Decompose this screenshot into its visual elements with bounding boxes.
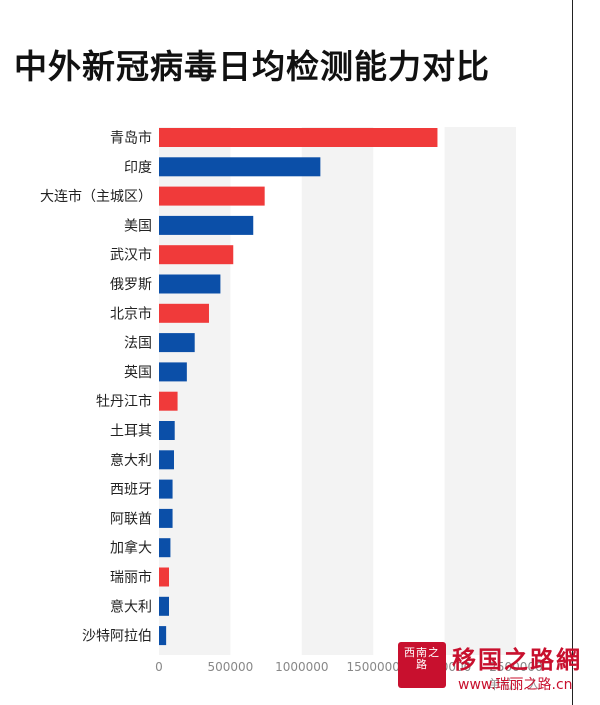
bar: [159, 450, 174, 470]
category-label: 意大利: [110, 452, 152, 469]
category-label: 沙特阿拉伯: [82, 629, 152, 645]
grid-band: [444, 127, 516, 655]
category-label: 加拿大: [110, 540, 152, 557]
category-label: 牡丹江市: [96, 393, 152, 410]
category-label: 土耳其: [110, 424, 152, 440]
category-label: 大连市（主城区）: [40, 188, 152, 205]
bar: [159, 215, 254, 235]
category-label: 印度: [124, 160, 152, 176]
bar: [159, 567, 169, 587]
category-label: 意大利: [110, 598, 152, 615]
bar: [159, 333, 195, 353]
bar: [159, 508, 173, 528]
x-tick-label: 500000: [207, 660, 253, 674]
category-label: 青岛市: [110, 130, 152, 147]
bar: [159, 538, 171, 558]
x-tick-label: 0: [155, 660, 163, 674]
category-label: 俄罗斯: [110, 277, 152, 293]
grid-band: [301, 127, 374, 655]
category-label: 阿联酋: [110, 510, 152, 527]
category-label: 瑞丽市: [110, 569, 152, 586]
page-edge-line: [572, 0, 573, 705]
bar: [159, 479, 173, 499]
bar: [159, 362, 187, 382]
category-label: 法国: [124, 336, 152, 352]
watermark-logo: 西南之路 移国之路網 www.瑞丽之路.cn: [398, 636, 598, 696]
x-tick-label: 1000000: [275, 660, 328, 674]
bar: [159, 128, 438, 147]
brand-name: 移国之路網: [452, 645, 582, 674]
seal-stamp: 西南之路: [398, 642, 446, 688]
chart-title: 中外新冠病毒日均检测能力对比: [14, 47, 490, 86]
category-label: 美国: [124, 218, 152, 234]
bar: [159, 186, 265, 206]
brand-url: www.瑞丽之路.cn: [458, 677, 573, 693]
bar: [159, 596, 169, 616]
x-tick-label: 2500000: [489, 660, 542, 674]
seal-text: 西南之路: [404, 647, 440, 671]
bar: [159, 274, 221, 294]
bar: [159, 245, 234, 265]
bar: [159, 157, 321, 177]
x-tick-label: 1500000: [346, 660, 399, 674]
grid-band: [159, 127, 231, 655]
category-label: 北京市: [110, 305, 152, 322]
bar: [159, 391, 178, 411]
category-label: 英国: [124, 364, 152, 381]
bar: [159, 626, 167, 646]
category-label: 武汉市: [110, 247, 152, 264]
bar: [159, 303, 209, 323]
bar: [159, 421, 175, 440]
category-label: 西班牙: [110, 482, 152, 498]
unit-label: 单位：人: [488, 678, 541, 693]
